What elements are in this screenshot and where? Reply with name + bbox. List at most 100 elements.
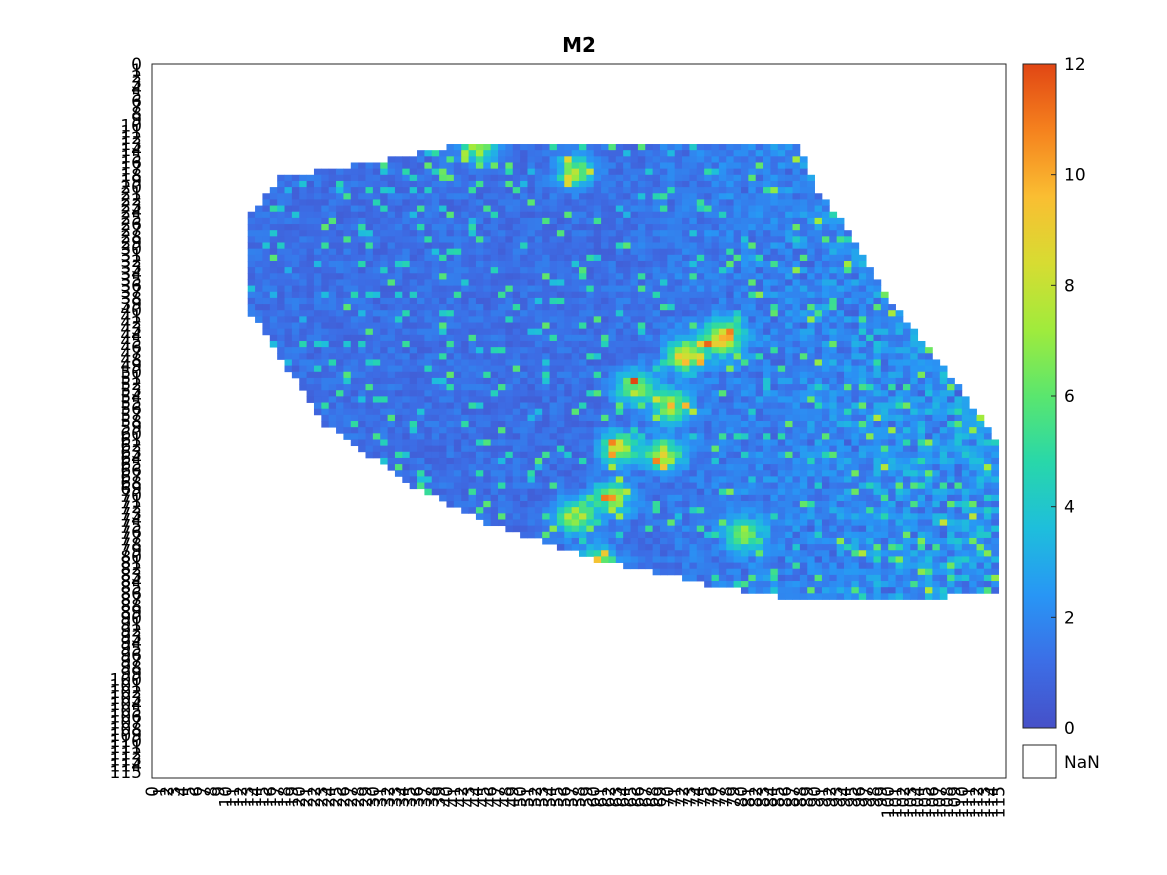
heatmap-cell <box>667 279 676 286</box>
heatmap-cell <box>417 187 425 194</box>
heatmap-cell <box>770 402 779 410</box>
heatmap-cell <box>939 445 948 453</box>
heatmap-cell <box>932 421 941 428</box>
heatmap-cell <box>313 230 322 237</box>
heatmap-cell <box>483 414 492 422</box>
heatmap-cell <box>453 291 462 299</box>
heatmap-cell <box>350 390 359 397</box>
heatmap-cell <box>652 150 661 157</box>
heatmap-cell <box>409 285 418 293</box>
heatmap-cell <box>571 501 580 508</box>
heatmap-cell <box>269 224 278 231</box>
heatmap-cell <box>321 402 330 410</box>
heatmap-cell <box>336 322 344 330</box>
heatmap-cell <box>880 408 889 416</box>
heatmap-cell <box>534 347 543 354</box>
heatmap-cell <box>630 476 639 483</box>
heatmap-cell <box>439 322 447 330</box>
heatmap-cell <box>586 464 595 471</box>
heatmap-cell <box>498 414 506 422</box>
heatmap-cell <box>770 365 779 373</box>
heatmap-cell <box>372 297 381 305</box>
heatmap-cell <box>652 242 661 250</box>
heatmap-cell <box>498 501 506 508</box>
heatmap-cell <box>866 340 874 348</box>
heatmap-cell <box>468 193 477 200</box>
heatmap-cell <box>358 334 366 342</box>
heatmap-cell <box>306 384 315 391</box>
heatmap-cell <box>556 162 565 170</box>
heatmap-cell <box>520 408 528 416</box>
heatmap-cell <box>696 273 705 280</box>
heatmap-cell <box>718 260 727 268</box>
heatmap-cell <box>468 402 477 410</box>
heatmap-cell <box>453 285 462 293</box>
heatmap-cell <box>586 242 595 250</box>
heatmap-cell <box>696 180 705 188</box>
heatmap-cell <box>748 217 757 225</box>
heatmap-cell <box>358 297 366 305</box>
heatmap-cell <box>954 427 963 434</box>
heatmap-cell <box>873 427 882 434</box>
heatmap-cell <box>807 377 815 385</box>
heatmap-cell <box>961 470 970 477</box>
heatmap-cell <box>579 421 587 428</box>
heatmap-cell <box>579 476 587 483</box>
heatmap-cell <box>689 384 698 391</box>
heatmap-cell <box>446 408 455 416</box>
heatmap-cell <box>402 390 411 397</box>
heatmap-cell <box>556 310 565 317</box>
heatmap-cell <box>556 316 565 323</box>
heatmap-cell <box>512 162 521 170</box>
heatmap-cell <box>579 457 587 465</box>
heatmap-cell <box>777 156 786 163</box>
heatmap-cell <box>696 501 705 508</box>
heatmap-cell <box>269 187 278 194</box>
heatmap-cell <box>475 427 484 434</box>
heatmap-cell <box>402 193 411 200</box>
heatmap-cell <box>579 144 587 151</box>
heatmap-cell <box>601 310 609 317</box>
heatmap-cell <box>439 414 447 422</box>
heatmap-cell <box>417 236 425 243</box>
heatmap-cell <box>512 156 521 163</box>
heatmap-cell <box>851 464 860 471</box>
heatmap-cell <box>306 377 315 385</box>
heatmap-cell <box>313 334 322 342</box>
heatmap-cell <box>475 322 484 330</box>
heatmap-cell <box>453 322 462 330</box>
heatmap-cell <box>571 297 580 305</box>
heatmap-cell <box>763 334 771 342</box>
heatmap-cell <box>689 470 698 477</box>
heatmap-cell <box>645 414 654 422</box>
heatmap-cell <box>682 359 690 367</box>
heatmap-cell <box>579 494 587 502</box>
heatmap-cell <box>740 464 749 471</box>
heatmap-cell <box>733 414 742 422</box>
heatmap-cell <box>534 230 543 237</box>
heatmap-cell <box>372 439 381 447</box>
heatmap-cell <box>689 396 698 403</box>
heatmap-cell <box>983 445 992 453</box>
heatmap-cell <box>534 408 543 416</box>
heatmap-cell <box>365 199 374 206</box>
heatmap-cell <box>556 501 565 508</box>
heatmap-cell <box>394 457 403 465</box>
heatmap-cell <box>556 199 565 206</box>
heatmap-cell <box>527 162 536 170</box>
heatmap-cell <box>291 273 300 280</box>
heatmap-cell <box>740 507 749 514</box>
heatmap-cell <box>328 230 337 237</box>
heatmap-cell <box>527 205 536 213</box>
heatmap-cell <box>645 180 654 188</box>
heatmap-cell <box>527 316 536 323</box>
heatmap-cell <box>821 421 830 428</box>
heatmap-cell <box>711 279 720 286</box>
heatmap-cell <box>880 451 889 459</box>
heatmap-cell <box>475 224 484 231</box>
heatmap-cell <box>564 316 573 323</box>
heatmap-cell <box>932 501 941 508</box>
heatmap-cell <box>402 353 411 360</box>
heatmap-cell <box>387 236 396 243</box>
heatmap-cell <box>402 156 411 163</box>
